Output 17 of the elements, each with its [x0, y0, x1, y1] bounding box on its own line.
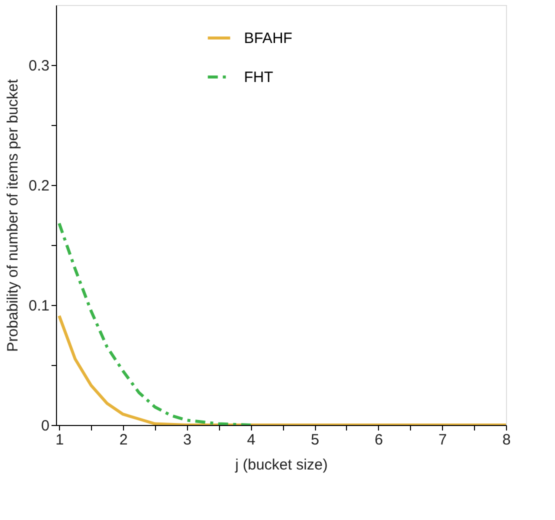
- x-tick-label: 1: [56, 432, 64, 448]
- line-series: [58, 222, 252, 425]
- x-tick-label: 7: [438, 432, 447, 448]
- legend-label: BFAHF: [244, 30, 292, 47]
- x-tick-label: 8: [502, 432, 511, 448]
- x-tick-label: 2: [119, 432, 128, 448]
- y-tick-label: 0.3: [28, 58, 50, 74]
- y-tick-label: 0.1: [28, 298, 50, 314]
- x-tick-label: 5: [310, 432, 320, 448]
- x-axis-title: j (bucket size): [234, 456, 328, 474]
- x-tick-label: 3: [183, 432, 192, 448]
- y-tick-label: 0.2: [28, 178, 50, 194]
- x-tick-label: 4: [247, 432, 256, 448]
- y-axis-title: Probability of number of items per bucket: [4, 78, 22, 352]
- x-tick-label: 6: [374, 432, 384, 448]
- legend-label: FHT: [244, 69, 274, 86]
- y-tick-label: 0: [41, 418, 50, 434]
